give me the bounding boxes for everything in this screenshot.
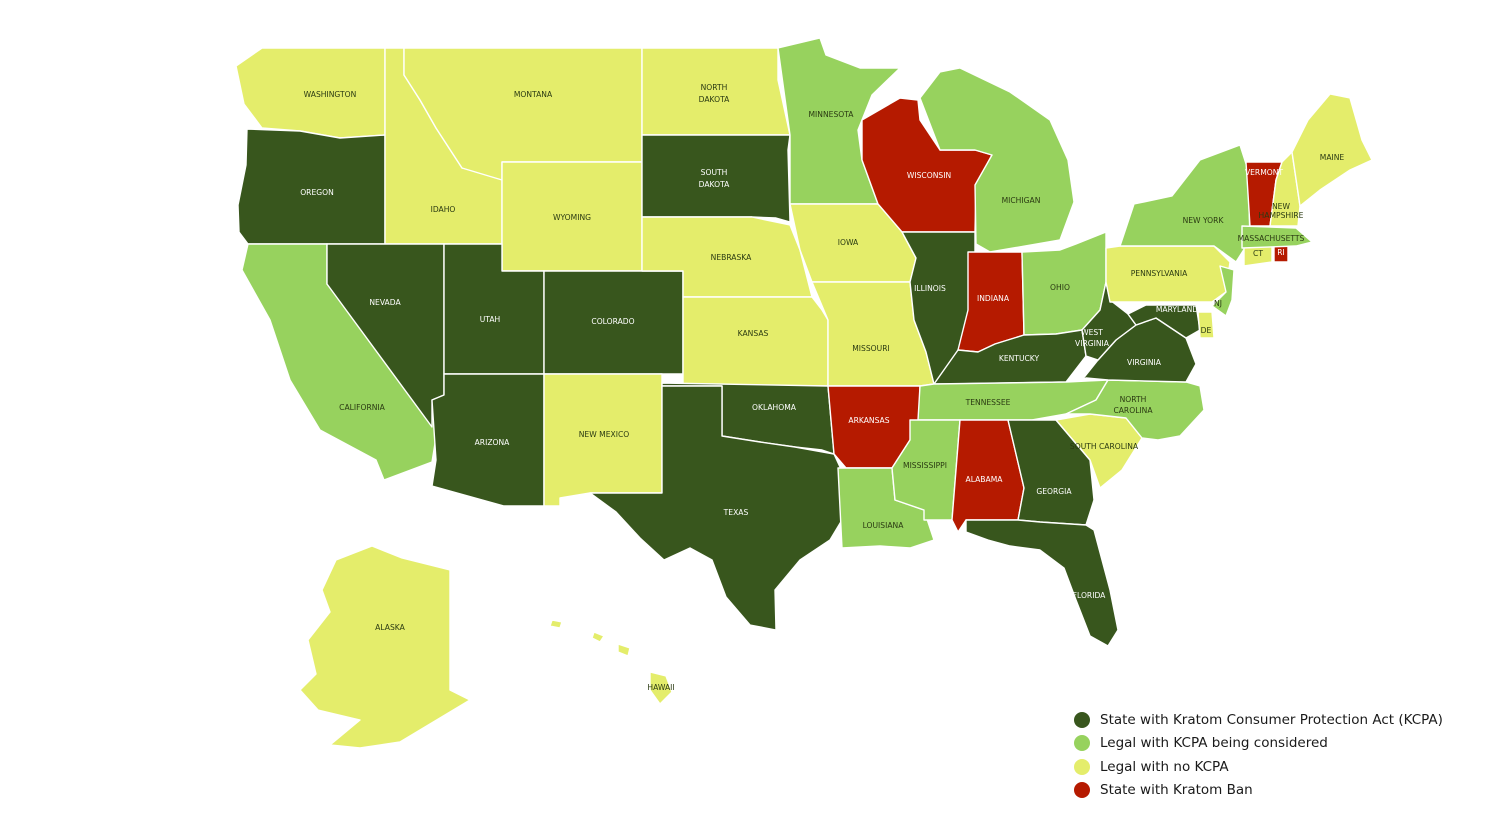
state-label-pa: PENNSYLVANIA [1131,269,1188,278]
legend-label-no-kcpa: Legal with no KCPA [1100,758,1229,775]
state-label-il: ILLINOIS [914,284,946,293]
state-label-va: VIRGINIA [1127,358,1162,367]
state-label-ms: MISSISSIPPI [903,461,947,470]
state-label-id: IDAHO [431,205,456,214]
state-nm [543,373,663,507]
state-label-nc: CAROLINA [1113,406,1153,415]
state-tx [589,385,849,631]
state-label-oh: OHIO [1050,283,1070,292]
legend-label-considered: Legal with KCPA being considered [1100,735,1328,752]
state-nc [1065,379,1205,441]
state-me [1291,93,1373,207]
state-ks [682,296,829,387]
legend-swatch-no-kcpa [1074,758,1090,775]
state-label-wa: WASHINGTON [304,90,357,99]
state-label-vt: VERMONT [1245,168,1283,177]
states-layer [235,37,1373,749]
state-ny [1119,144,1251,263]
map-legend: State with Kratom Consumer Protection Ac… [1074,708,1443,802]
state-label-wv: VIRGINIA [1075,339,1110,348]
state-label-sc: SOUTH CAROLINA [1070,442,1139,451]
state-label-az: ARIZONA [475,438,511,447]
state-label-tx: TEXAS [723,508,749,517]
state-label-ok: OKLAHOMA [752,403,797,412]
legend-item-ban: State with Kratom Ban [1074,779,1443,803]
state-mi [919,67,1075,253]
state-label-nd: DAKOTA [699,95,730,104]
state-label-ut: UTAH [480,315,501,324]
state-label-me: MAINE [1320,153,1345,162]
state-de [1197,311,1215,339]
state-md [1127,304,1201,339]
state-label-nv: NEVADA [369,298,401,307]
labels-layer: WASHINGTON OREGON CALIFORNIA IDAHO NEVADA MON… [300,83,1344,692]
state-label-co: COLORADO [591,317,634,326]
state-label-ak: ALASKA [375,623,405,632]
legend-item-kcpa: State with Kratom Consumer Protection Ac… [1074,708,1443,732]
state-label-or: OREGON [300,188,334,197]
state-label-ma: MASSACHUSETTS [1238,234,1305,243]
state-label-ia: IOWA [838,238,859,247]
state-mn [777,37,901,205]
legend-swatch-kcpa [1074,711,1090,728]
state-label-de: DE [1201,326,1212,335]
state-label-wi: WISCONSIN [907,171,951,180]
state-label-nd: NORTH [701,83,728,92]
legend-label-ban: State with Kratom Ban [1100,782,1253,799]
state-label-ny: NEW YORK [1183,216,1225,225]
state-label-in: INDIANA [977,294,1010,303]
state-hi [549,619,673,705]
state-label-mo: MISSOURI [852,344,889,353]
state-label-nc: NORTH [1120,395,1147,404]
legend-item-no-kcpa: Legal with no KCPA [1074,755,1443,779]
state-label-ri: RI [1277,248,1285,257]
state-label-ks: KANSAS [738,329,769,338]
state-label-ky: KENTUCKY [999,354,1040,363]
state-label-sd: SOUTH [701,168,728,177]
state-ak [299,545,471,749]
state-label-nh: HAMPSHIRE [1259,211,1304,220]
legend-item-considered: Legal with KCPA being considered [1074,732,1443,756]
legend-label-kcpa: State with Kratom Consumer Protection Ac… [1100,711,1443,728]
state-label-nj: NJ [1214,299,1222,308]
state-label-ca: CALIFORNIA [339,403,386,412]
state-or [237,128,386,245]
state-label-ct: CT [1253,249,1263,258]
state-label-nh: NEW [1272,202,1290,211]
state-label-la: LOUISIANA [863,521,905,530]
state-sd [641,134,791,223]
state-label-sd: DAKOTA [699,180,730,189]
legend-swatch-considered [1074,735,1090,752]
state-label-wv: WEST [1081,328,1103,337]
state-label-mi: MICHIGAN [1002,196,1041,205]
state-label-nm: NEW MEXICO [579,430,629,439]
state-nd [641,47,791,136]
state-label-wy: WYOMING [553,213,591,222]
state-label-ga: GEORGIA [1036,487,1072,496]
state-label-fl: FLORIDA [1073,591,1107,600]
state-label-mn: MINNESOTA [809,110,855,119]
state-label-al: ALABAMA [966,475,1004,484]
state-nj [1211,265,1235,317]
state-label-ar: ARKANSAS [848,416,889,425]
state-label-ne: NEBRASKA [711,253,753,262]
state-label-tn: TENNESSEE [965,398,1011,407]
state-label-md: MARYLAND [1156,305,1198,314]
state-label-hi: HAWAII [647,683,674,692]
state-fl [965,519,1119,647]
legend-swatch-ban [1074,782,1090,799]
state-label-mt: MONTANA [514,90,553,99]
state-ma [1241,225,1313,249]
